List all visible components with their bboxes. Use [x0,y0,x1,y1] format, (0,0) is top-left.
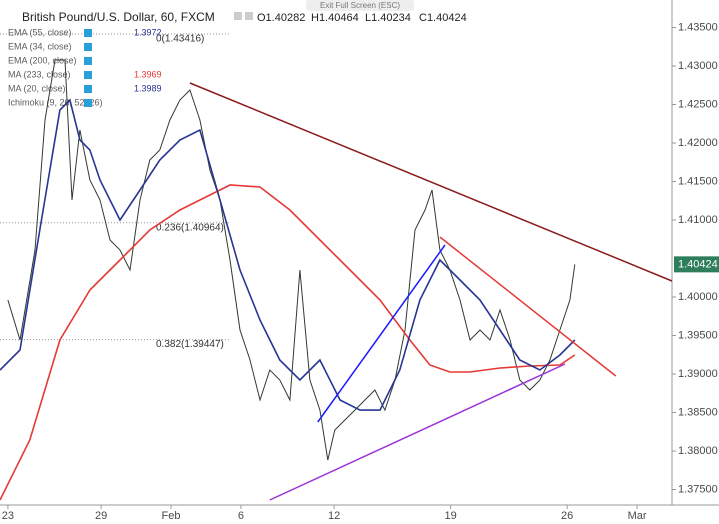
legend-icon [84,29,92,37]
moving-average [0,184,576,501]
legend-value: 1.3972 [134,27,162,37]
y-tick-label: 1.43000 [678,60,718,72]
ohlc-open: O1.40282 [257,12,305,24]
price-line [7,59,576,461]
trend-line [317,244,446,423]
ohlc-low: L1.40234 [365,12,411,24]
y-tick-label: 1.43500 [678,21,718,33]
x-tick-label: 12 [328,510,340,522]
y-tick-label: 1.42500 [678,98,718,110]
last-price-box [674,256,719,273]
y-tick-label: 1.37500 [678,483,718,495]
y-tick-label: 1.41000 [678,214,718,226]
x-tick-label: 26 [561,510,573,522]
legend-value: 1.3969 [134,69,162,79]
trend-line [189,82,673,282]
fib-label: 0.382(1.39447) [156,339,224,350]
legend-icon [84,85,92,93]
legend-entry: EMA (34, close) [8,41,72,51]
legend-entry: Ichimoku (9, 26, 52, 26) [8,97,103,107]
last-price-label: 1.40424 [678,258,718,270]
fib-label: 0(1.43416) [156,34,204,45]
exit-button[interactable]: Exit Full Screen (ESC) [320,1,400,10]
legend-icon [84,57,92,65]
y-tick-label: 1.38000 [678,445,718,457]
x-tick-label: 19 [445,510,457,522]
ohlc-close: C1.40424 [419,12,467,24]
exit-button-bg[interactable] [306,0,414,11]
legend-entry: MA (233, close) [8,69,71,79]
symbol-title: British Pound/U.S. Dollar, 60, FXCM [22,10,215,24]
y-tick-label: 1.42000 [678,137,718,149]
legend-entry: EMA (200, close) [8,55,77,65]
legend-icon [84,99,92,107]
trend-line [269,363,566,501]
y-tick-label: 1.39500 [678,329,718,341]
y-tick-label: 1.38500 [678,406,718,418]
x-tick-label: 29 [95,510,107,522]
trend-line [439,236,617,377]
icon [245,12,253,20]
legend-value: 1.3989 [134,83,162,93]
fib-label: 0.236(1.40964) [156,222,224,233]
legend-icon [84,43,92,51]
x-tick-label: 23 [2,510,14,522]
x-tick-label: 6 [238,510,244,522]
y-tick-label: 1.40000 [678,291,718,303]
ohlc-high: H1.40464 [311,12,359,24]
legend-entry: MA (20, close) [8,83,66,93]
y-tick-label: 1.41500 [678,175,718,187]
y-tick-label: 1.39000 [678,368,718,380]
x-tick-label: Mar [628,510,647,522]
legend-icon [84,71,92,79]
moving-average [0,98,576,411]
legend-entry: EMA (55, close) [8,27,72,37]
icon [234,12,242,20]
x-tick-label: Feb [162,510,181,522]
